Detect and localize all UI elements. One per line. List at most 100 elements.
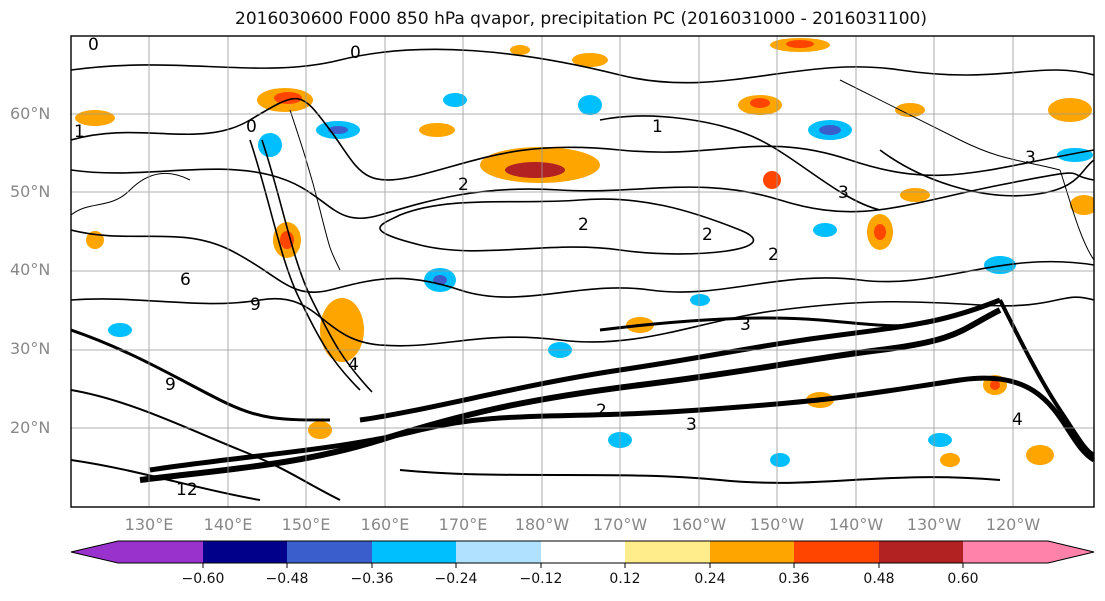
shade-blob (328, 126, 348, 134)
coastline (839, 79, 1061, 171)
coastlines (71, 79, 1094, 271)
colorbar (70, 540, 1095, 568)
shade-blob (419, 123, 455, 137)
lon-label-170w: 170°W (592, 515, 648, 534)
contour-band (599, 316, 941, 332)
colorbar-segment (794, 541, 879, 563)
colorbar-extend-right (1048, 541, 1094, 563)
shade-blob (770, 453, 790, 467)
map-title: 2016030600 F000 850 hPa qvapor, precipit… (235, 9, 927, 29)
lon-label-150e: 150°E (281, 515, 331, 534)
colorbar-label: 0.24 (694, 571, 726, 587)
contour-label: 4 (1012, 410, 1023, 430)
contour-line (879, 149, 1094, 197)
colorbar-label: 0.36 (778, 571, 810, 587)
lon-label-120w: 120°W (985, 515, 1041, 534)
shade-blob (786, 40, 814, 48)
shade-blob (763, 171, 781, 189)
contour-line (71, 97, 1094, 181)
lon-label-140w: 140°W (828, 515, 884, 534)
contour-label: 6 (180, 270, 191, 290)
dense-contour-bands (71, 297, 1094, 501)
contour-label: 12 (176, 480, 198, 500)
colorbar-segment (456, 541, 541, 563)
lat-label-30n: 30°N (10, 339, 51, 358)
lon-label-130e: 130°E (124, 515, 174, 534)
colorbar-segment (372, 541, 456, 563)
contour-label: 1 (652, 117, 663, 137)
contour-label: 2 (458, 175, 469, 195)
contour-line (71, 296, 1094, 347)
contour-label: 2 (596, 401, 607, 421)
shade-blob (874, 224, 886, 240)
shade-blob (900, 188, 930, 202)
shade-blob (274, 92, 302, 104)
shade-blob (895, 103, 925, 117)
lon-label-160e: 160°E (360, 515, 410, 534)
colorbar-segment (287, 541, 372, 563)
shade-blob (1026, 445, 1054, 465)
contour-band (71, 328, 331, 422)
contour-label: 9 (165, 375, 176, 395)
contour-band (71, 459, 261, 501)
coastline (289, 109, 341, 271)
colorbar-segment (118, 541, 203, 563)
contour-label: 0 (350, 43, 361, 63)
colorbar-segment (710, 541, 794, 563)
contour-label: 3 (838, 183, 849, 203)
shade-blob (819, 125, 841, 135)
shade-blob (990, 380, 1000, 390)
contour-band (998, 299, 1094, 457)
colorbar-label: −0.12 (519, 571, 563, 587)
lon-label-160w: 160°W (671, 515, 727, 534)
shade-blob (813, 223, 837, 237)
gridlines (71, 36, 1094, 507)
shade-blob (510, 45, 530, 55)
map-frame (70, 35, 1095, 508)
contour-line (261, 139, 373, 393)
contour-line (379, 198, 755, 255)
contour-label: 9 (250, 295, 261, 315)
shade-blob (940, 453, 960, 467)
shade-blob (984, 256, 1016, 274)
shade-blob (578, 95, 602, 115)
shade-blob (433, 275, 447, 285)
lat-label-60n: 60°N (10, 104, 51, 123)
lat-label-20n: 20°N (10, 418, 51, 437)
colorbar-label: 0.60 (947, 571, 979, 587)
contour-band (399, 469, 1001, 484)
lon-label-150w: 150°W (749, 515, 805, 534)
contour-label: 2 (768, 245, 779, 265)
contour-label: 3 (740, 315, 751, 335)
shade-blob (1057, 148, 1093, 162)
lat-label-40n: 40°N (10, 260, 51, 279)
contour-label-group: 0 0 0 1 1 2 2 2 2 2 3 3 3 3 4 4 6 9 9 12 (74, 36, 1036, 500)
colorbar-label: −0.60 (181, 571, 225, 587)
shade-blob (320, 298, 364, 362)
lon-label-130w: 130°W (906, 515, 962, 534)
lon-label-170e: 170°E (438, 515, 488, 534)
contour-label: 2 (702, 225, 713, 245)
shade-blob (108, 323, 132, 337)
colorbar-label: −0.48 (265, 571, 309, 587)
colorbar-segment (963, 541, 1048, 563)
colorbar-outline (70, 540, 1095, 564)
shade-blob (505, 162, 565, 178)
contour-line (249, 139, 361, 391)
shade-blob (928, 433, 952, 447)
colorbar-segment (203, 541, 287, 563)
contour-label: 1 (74, 122, 85, 142)
shade-blob (572, 53, 608, 67)
colorbar-label: 0.48 (863, 571, 895, 587)
colorbar-label: −0.36 (350, 571, 394, 587)
shade-blob (1048, 98, 1092, 122)
colorbar-segment (541, 541, 625, 563)
contour-band (149, 375, 1094, 473)
contour-label: 3 (686, 415, 697, 435)
contour-line (71, 229, 1094, 298)
lat-label-50n: 50°N (10, 182, 51, 201)
lon-label-140e: 140°E (203, 515, 253, 534)
contour-line (71, 168, 1094, 220)
coastline (71, 172, 191, 216)
shade-blob (690, 294, 710, 306)
